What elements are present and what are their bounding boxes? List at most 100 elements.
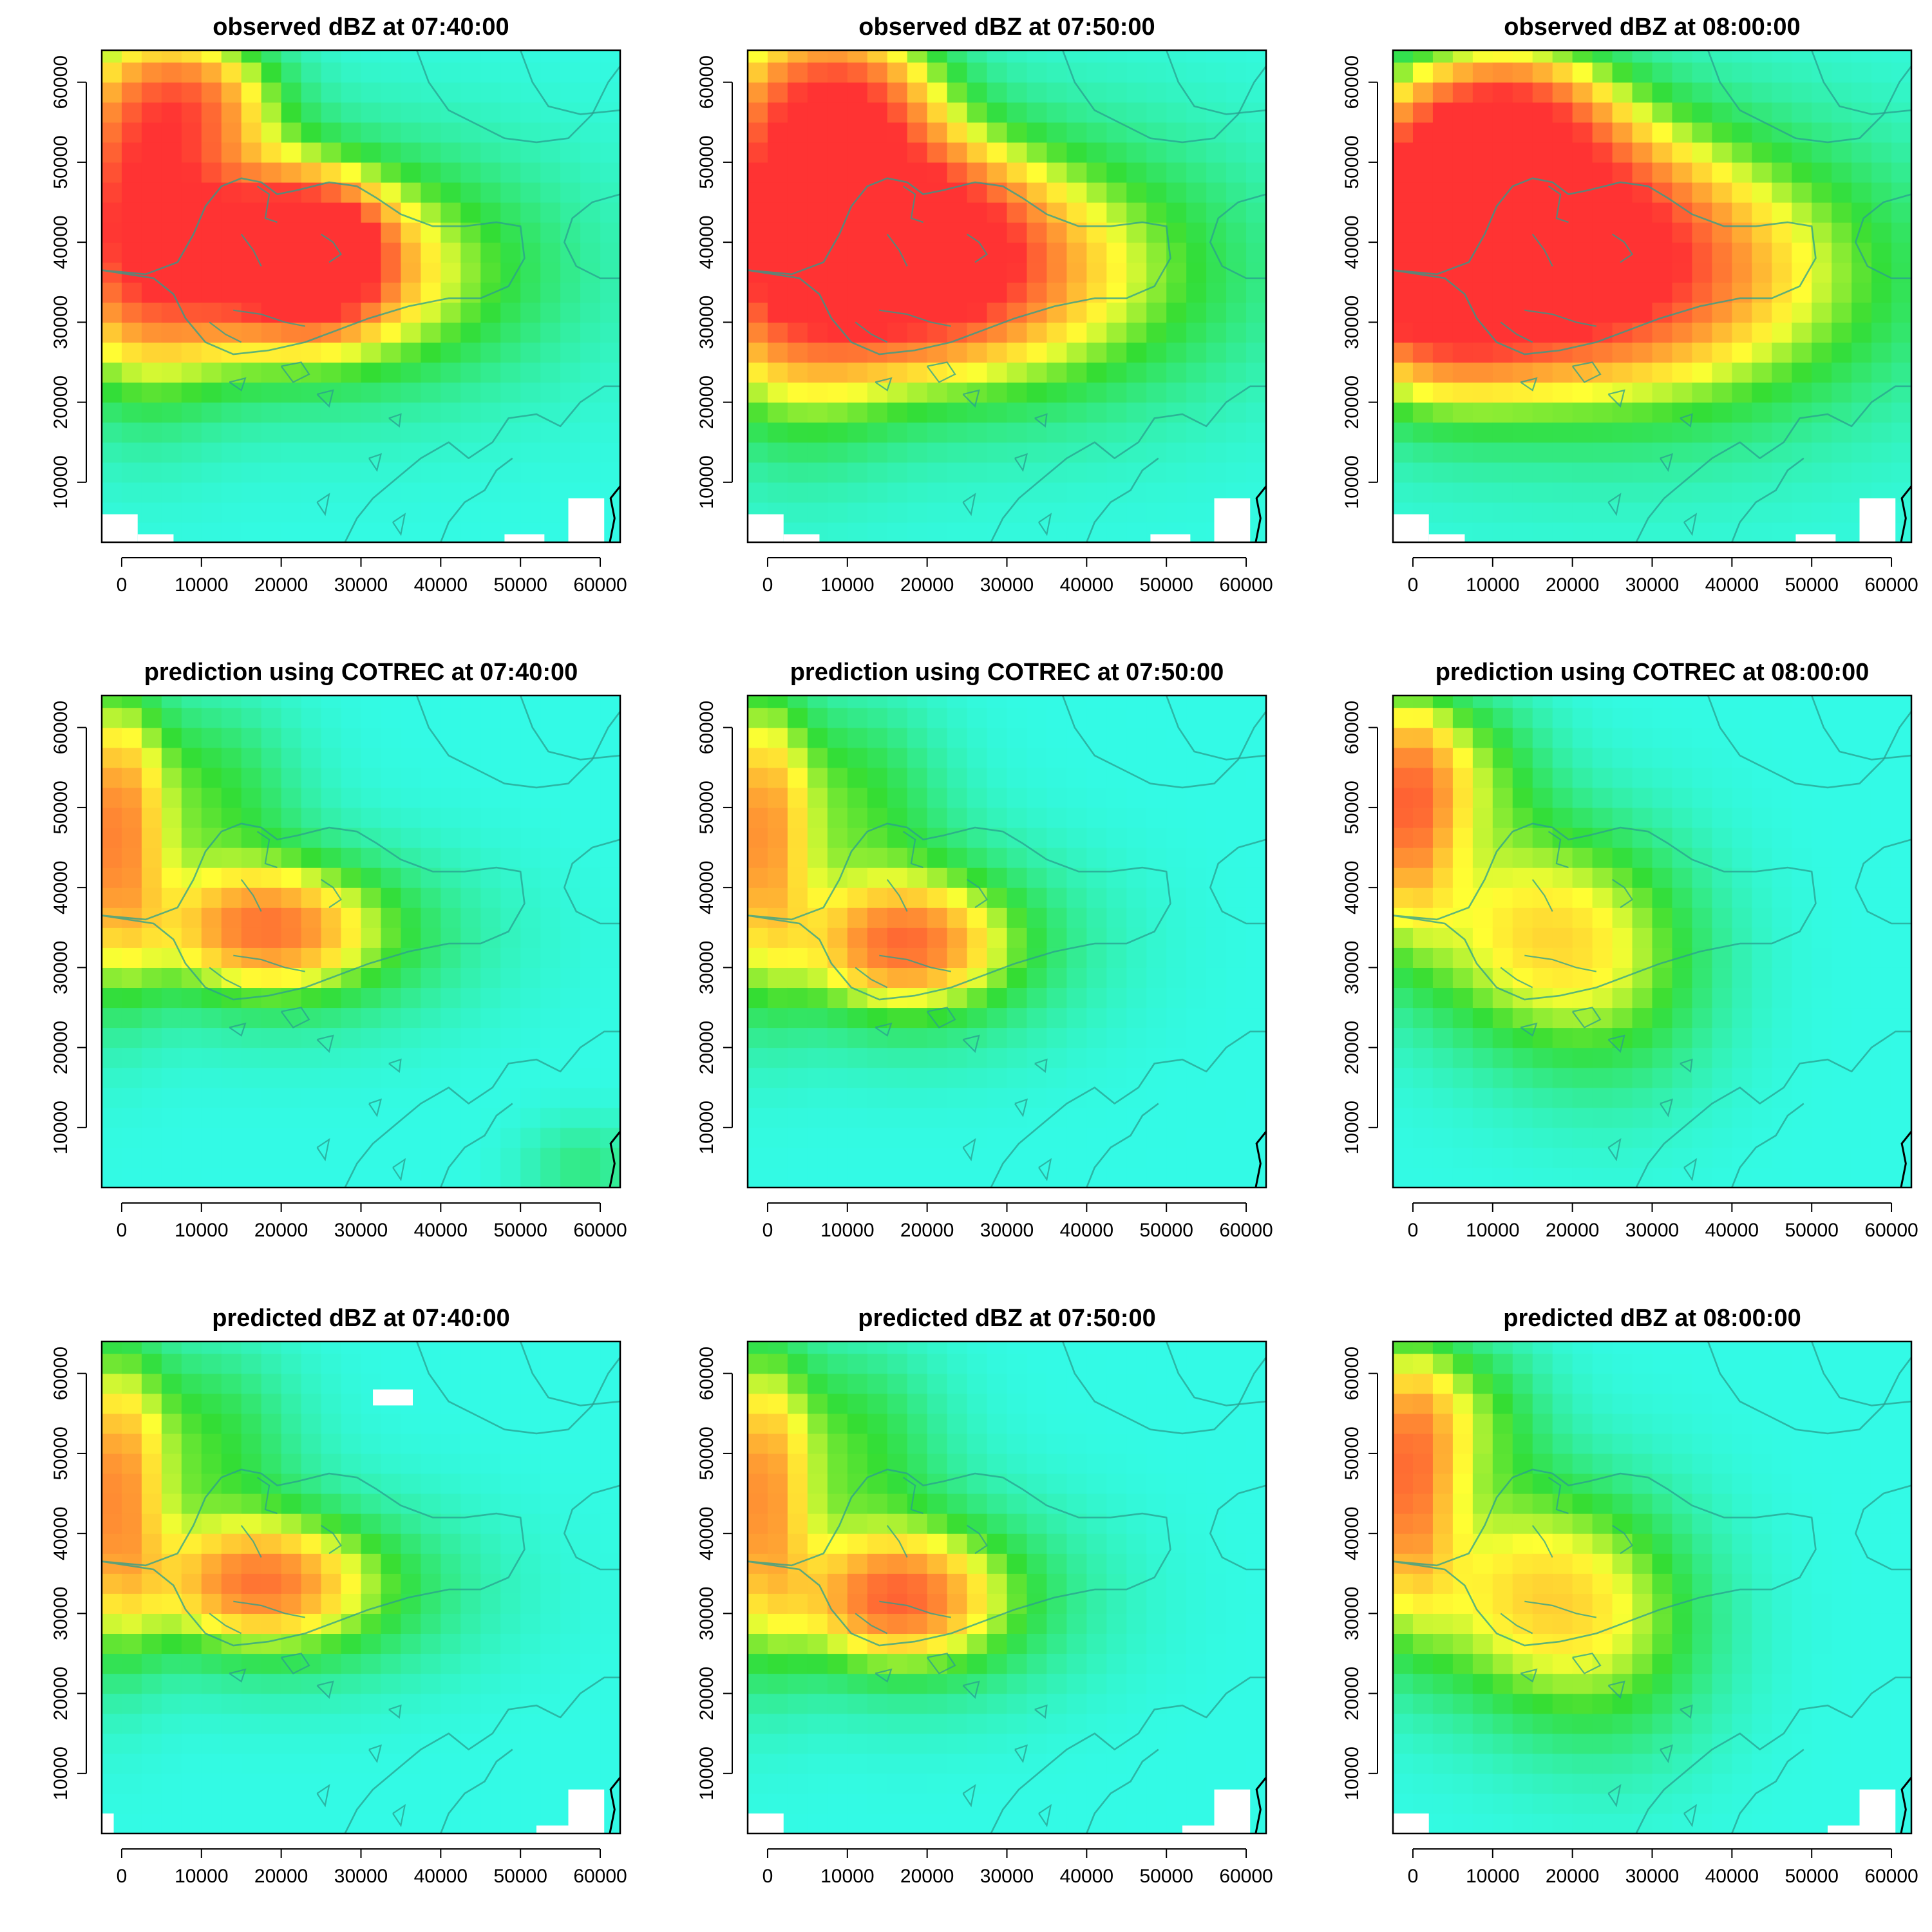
heatmap-cell [361, 422, 382, 443]
heatmap-cell [1046, 422, 1067, 443]
heatmap-cell [1672, 747, 1693, 768]
plot-frame [100, 49, 621, 544]
heatmap-cell [341, 50, 362, 63]
heatmap-cell [520, 1341, 541, 1354]
heatmap-cell [827, 987, 848, 1009]
heatmap-cell [748, 696, 768, 708]
heatmap-cell [520, 182, 541, 203]
heatmap-cell [520, 1693, 541, 1714]
heatmap-cell [1712, 1007, 1732, 1028]
heatmap-cell [1891, 422, 1911, 443]
coastline-island [1034, 1058, 1048, 1073]
heatmap-cell [600, 807, 620, 828]
heatmap-cell [1792, 1027, 1812, 1048]
heatmap-cell [827, 867, 848, 888]
heatmap-cell [1812, 1127, 1832, 1148]
heatmap-cell [440, 302, 461, 323]
heatmap-cell [421, 1433, 441, 1454]
heatmap-cell [560, 1473, 581, 1494]
heatmap-cell [600, 50, 620, 63]
heatmap-cell [181, 807, 202, 828]
heatmap-cell [1472, 987, 1493, 1009]
heatmap-cell [1186, 262, 1207, 283]
heatmap-cell [321, 1107, 342, 1128]
heatmap-cell [1492, 887, 1513, 908]
heatmap-cell [867, 142, 888, 163]
heatmap-cell [1812, 282, 1832, 303]
heatmap-cell [867, 222, 888, 243]
heatmap-cell [161, 787, 182, 808]
heatmap-cell [401, 1633, 421, 1654]
heatmap-cell [1592, 102, 1613, 123]
heatmap-cell [1612, 442, 1633, 463]
heatmap-cell [161, 362, 182, 383]
heatmap-cell [600, 1067, 620, 1088]
heatmap-cell [281, 867, 302, 888]
heatmap-cell [1552, 727, 1573, 748]
heatmap-cell [1652, 807, 1673, 828]
heatmap-cell [161, 747, 182, 768]
heatmap-cell [600, 927, 620, 948]
heatmap-cell [1692, 1007, 1712, 1028]
heatmap-cell [500, 342, 521, 363]
x-axis: 0 10000 20000 30000 40000 50000 60000 [762, 557, 1273, 596]
heatmap-cell [887, 442, 908, 463]
heatmap-cell [987, 707, 1008, 728]
heatmap-cell [1512, 422, 1533, 443]
heatmap-cell [381, 1147, 402, 1168]
heatmap-cell [1732, 142, 1752, 163]
heatmap-cell [261, 1673, 282, 1694]
heatmap-cell [261, 807, 282, 828]
heatmap-cell [560, 1433, 581, 1454]
heatmap-cell [1146, 102, 1167, 123]
x-tick-label: 50000 [493, 574, 547, 596]
heatmap-cell [827, 202, 848, 223]
coastline-island [240, 1525, 262, 1558]
heatmap-cell [1146, 502, 1167, 523]
heatmap-cell [1412, 827, 1434, 848]
heatmap-cell [1692, 282, 1712, 303]
heatmap-cell [281, 402, 302, 423]
heatmap-cell [341, 222, 362, 243]
heatmap-cell [887, 182, 908, 203]
heatmap-cell [341, 522, 362, 542]
heatmap-cell [987, 1027, 1008, 1048]
heatmap-cell [867, 402, 888, 423]
heatmap-cell [1832, 302, 1852, 323]
heatmap-cell [600, 1673, 620, 1694]
heatmap-cell [1452, 1087, 1473, 1108]
heatmap-cell [1812, 947, 1832, 968]
heatmap-cell [1066, 987, 1087, 1009]
heatmap-cell [580, 62, 601, 83]
heatmap-cell [1046, 1027, 1067, 1048]
heatmap-cell [748, 1353, 768, 1374]
heatmap-cell [1166, 122, 1187, 143]
heatmap-cell [1891, 967, 1911, 989]
heatmap-cell [1126, 707, 1147, 728]
heatmap-cell [401, 1127, 421, 1148]
heatmap-cell [102, 1513, 122, 1534]
heatmap-cell [181, 848, 202, 868]
y-tick-label: 40000 [696, 860, 717, 914]
heatmap-cell [102, 142, 122, 163]
heatmap-cell [1891, 462, 1911, 483]
heatmap-cell [1652, 50, 1673, 63]
heatmap-cell [321, 907, 342, 928]
heatmap-cell [381, 867, 402, 888]
heatmap-cell [1206, 727, 1227, 748]
heatmap-cell [807, 807, 828, 828]
heatmap-cell [1246, 362, 1266, 383]
heatmap-cell [1126, 827, 1147, 848]
heatmap-cell [1552, 322, 1573, 343]
heatmap-cell [102, 62, 122, 83]
heatmap-cell [827, 50, 848, 63]
heatmap-cell [560, 142, 581, 163]
heatmap-cell [947, 242, 968, 263]
heatmap-cell [1512, 322, 1533, 343]
heatmap-cell [1772, 242, 1792, 263]
heatmap-cell [1732, 62, 1752, 83]
heatmap-cell [1126, 907, 1147, 928]
heatmap-cell [1532, 707, 1553, 728]
heatmap-cell [947, 747, 968, 768]
heatmap-cell [1792, 362, 1812, 383]
